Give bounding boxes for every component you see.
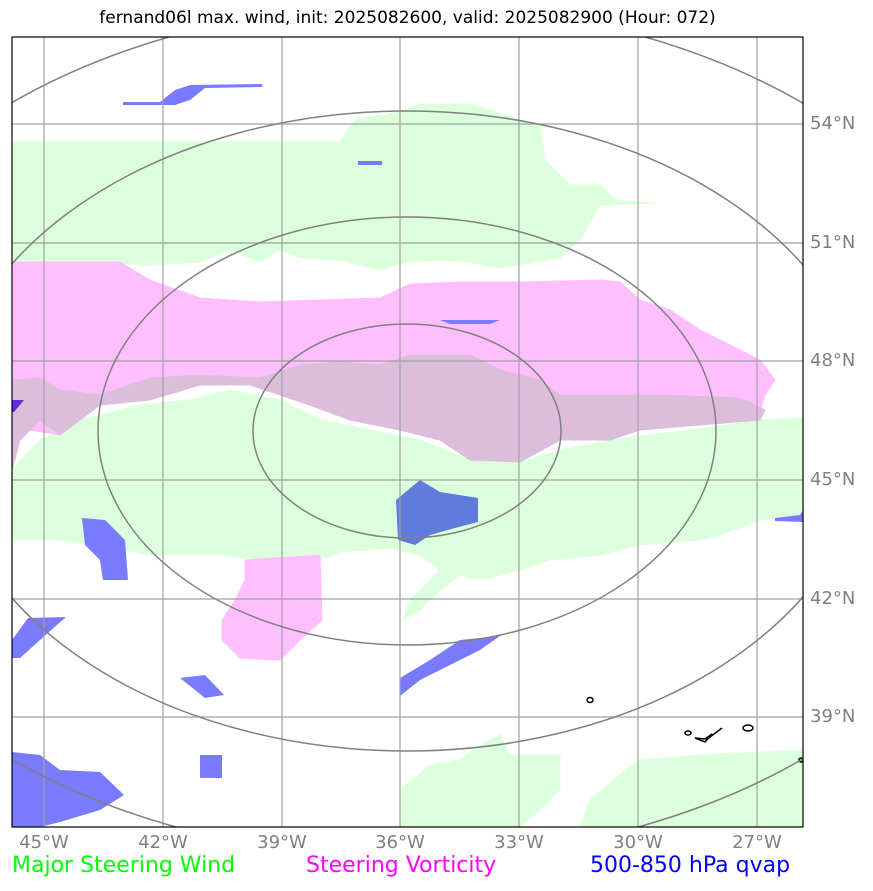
qvap-area-east — [775, 510, 803, 522]
legend-qvap: 500-850 hPa qvap — [590, 853, 791, 878]
qvap-area-far-sw — [12, 752, 124, 827]
lon-label-45w: 45°W — [19, 832, 69, 853]
lat-label-39n: 39°N — [810, 706, 856, 727]
lat-label-51n: 51°N — [810, 232, 856, 253]
lat-label-45n: 45°N — [810, 469, 856, 490]
contour-mark — [586, 696, 594, 704]
plot-frame — [11, 36, 804, 828]
map-title: fernand06l max. wind, init: 2025082600, … — [99, 8, 716, 28]
range-ring-middle — [97, 216, 717, 646]
lon-label-42w: 42°W — [138, 832, 188, 853]
vorticity-area-south — [221, 554, 323, 661]
lon-label-39w: 39°W — [257, 832, 307, 853]
lat-label-42n: 42°N — [810, 588, 856, 609]
qvap-area-small-1 — [358, 161, 382, 165]
legend-steering-wind: Major Steering Wind — [12, 853, 236, 878]
qvap-area-center — [396, 480, 478, 545]
contour-mark — [742, 724, 754, 732]
vorticity-wind-overlap — [12, 354, 766, 471]
qvap-area-south-center — [400, 636, 500, 696]
qvap-area-nw — [123, 84, 262, 105]
legend-steering-vorticity: Steering Vorticity — [306, 853, 497, 878]
steering-wind-area-north — [12, 103, 656, 271]
qvap-area-small-2 — [440, 320, 500, 324]
range-rings — [12, 37, 803, 827]
qvap-area-south-small — [200, 755, 222, 778]
qvap-area-west — [82, 518, 128, 580]
contour-mark — [798, 757, 803, 763]
contour-mark — [694, 733, 713, 743]
lon-label-36w: 36°W — [375, 832, 425, 853]
lon-label-27w: 27°W — [732, 832, 782, 853]
lat-label-48n: 48°N — [810, 350, 856, 371]
lat-label-54n: 54°N — [810, 113, 856, 134]
steering-wind-area-southeast — [579, 749, 803, 827]
lon-label-30w: 30°W — [613, 832, 663, 853]
lon-label-33w: 33°W — [494, 832, 544, 853]
range-ring-inner — [252, 323, 562, 539]
range-ring-outer — [12, 110, 803, 752]
qvap-area-sw-2 — [180, 675, 224, 698]
steering-wind-area-south — [399, 734, 561, 827]
qvap-area-west-edge — [12, 400, 24, 412]
qvap-area-sw-1 — [12, 617, 66, 658]
contour-mark — [684, 730, 692, 736]
contour-mark — [705, 727, 723, 741]
gridlines — [12, 37, 803, 827]
